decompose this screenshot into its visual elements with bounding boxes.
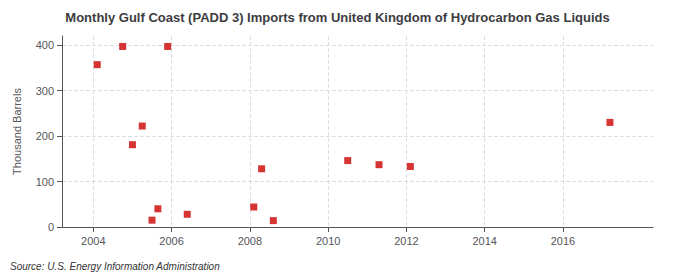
svg-text:2006: 2006 <box>159 235 183 247</box>
svg-text:400: 400 <box>36 39 54 51</box>
svg-text:2016: 2016 <box>551 235 575 247</box>
svg-text:2008: 2008 <box>238 235 262 247</box>
svg-text:Monthly Gulf Coast (PADD 3) Im: Monthly Gulf Coast (PADD 3) Imports from… <box>65 10 609 25</box>
svg-text:Thousand Barrels: Thousand Barrels <box>11 88 23 175</box>
svg-text:300: 300 <box>36 85 54 97</box>
svg-text:2010: 2010 <box>316 235 340 247</box>
svg-text:100: 100 <box>36 176 54 188</box>
svg-text:2014: 2014 <box>472 235 496 247</box>
svg-text:2004: 2004 <box>81 235 105 247</box>
svg-text:2012: 2012 <box>394 235 418 247</box>
svg-text:0: 0 <box>48 221 54 233</box>
svg-text:Source: U.S. Energy Informatio: Source: U.S. Energy Information Administ… <box>10 261 220 272</box>
svg-text:200: 200 <box>36 130 54 142</box>
